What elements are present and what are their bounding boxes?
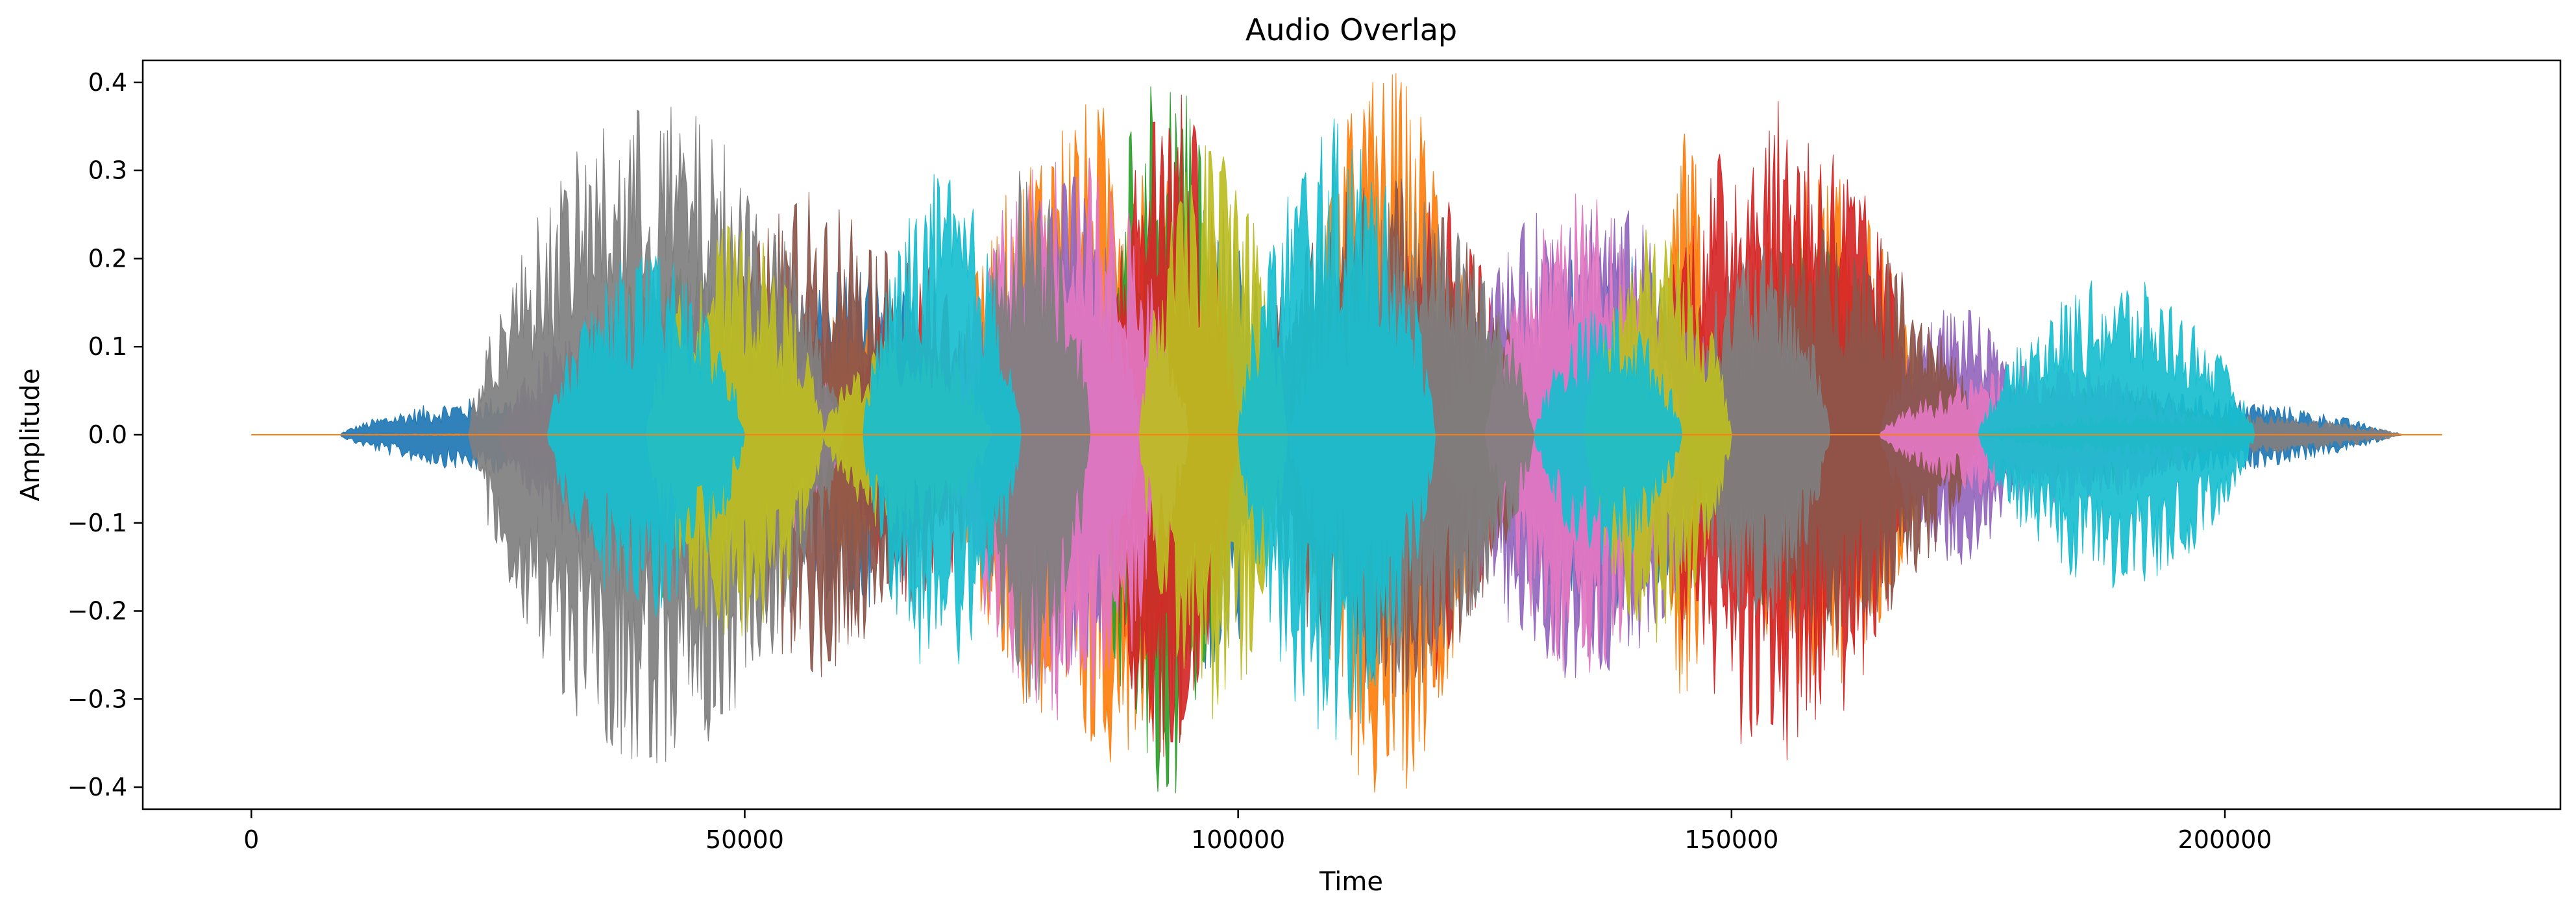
x-tick-label: 150000 (1684, 825, 1778, 854)
x-tick-label: 200000 (2178, 825, 2272, 854)
x-tick-label: 50000 (705, 825, 784, 854)
waveform-series-10 (546, 118, 2255, 740)
x-axis: 0 50000 100000 150000 200000 (243, 809, 2272, 854)
x-axis-label: Time (1319, 867, 1383, 897)
y-axis: −0.4 −0.3 −0.2 −0.1 0.0 0.1 0.2 0.3 0.4 (67, 68, 143, 801)
chart-title: Audio Overlap (1245, 12, 1457, 47)
y-tick-label: 0.2 (88, 244, 127, 273)
y-axis-label: Amplitude (16, 369, 45, 502)
x-tick-label: 0 (243, 825, 259, 854)
y-tick-label: −0.4 (67, 773, 127, 801)
y-tick-label: 0.4 (88, 68, 127, 97)
x-tick-label: 100000 (1191, 825, 1285, 854)
plot-area (251, 73, 2442, 794)
y-tick-label: 0.0 (88, 420, 127, 449)
y-tick-label: −0.1 (67, 509, 127, 537)
y-tick-label: 0.3 (88, 156, 127, 185)
y-tick-label: −0.3 (67, 685, 127, 713)
y-tick-label: −0.2 (67, 597, 127, 626)
y-tick-label: 0.1 (88, 332, 127, 361)
